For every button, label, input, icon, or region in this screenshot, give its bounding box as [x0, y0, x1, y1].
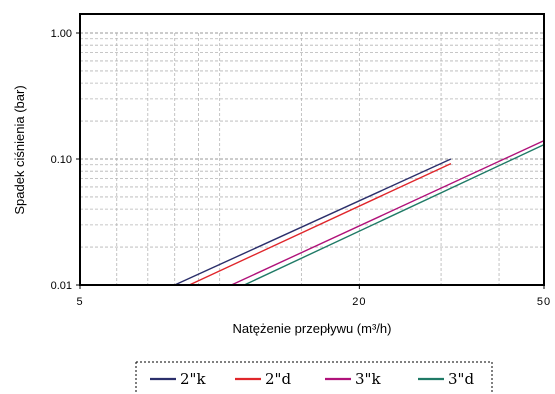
x-axis-title: Natężenie przepływu (m³/h) — [233, 321, 392, 336]
x-tick-label: 50 — [537, 296, 551, 308]
series-line — [244, 143, 545, 286]
legend-label: 3"k — [355, 370, 381, 388]
y-tick-label: 0.01 — [51, 280, 72, 292]
y-tick-label: 0.10 — [51, 154, 72, 166]
x-tick-label: 5 — [76, 296, 83, 308]
grid — [80, 32, 545, 286]
series-lines — [174, 139, 545, 286]
legend-label: 3"d — [448, 370, 474, 388]
y-axis-title: Spadek ciśnienia (bar) — [12, 85, 27, 214]
legend-label: 2"k — [180, 370, 206, 388]
legend-label: 2"d — [265, 370, 291, 388]
y-axis: 0.01 0.10 1.00 — [51, 28, 80, 292]
x-tick-label: 20 — [352, 296, 366, 308]
y-tick-label: 1.00 — [51, 28, 72, 40]
series-line — [231, 139, 545, 286]
plot-frame — [79, 13, 545, 286]
x-axis: 5 20 50 — [76, 285, 551, 308]
legend: 2"k 2"d 3"k 3"d — [135, 361, 493, 394]
series-line — [174, 158, 452, 286]
series-line — [189, 162, 452, 286]
